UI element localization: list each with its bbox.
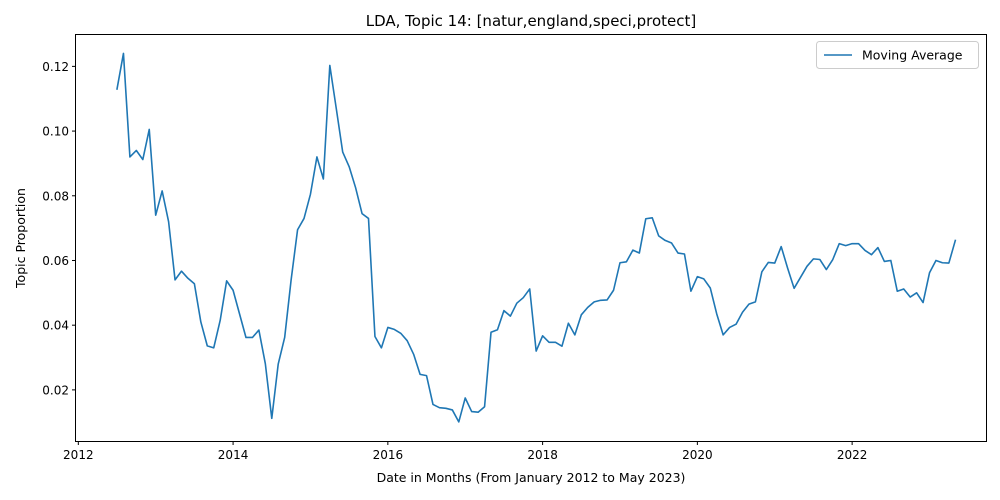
y-tick-label: 0.12 [42,60,69,74]
series-line-moving-average [116,52,957,423]
x-tick-label: 2016 [373,448,404,462]
x-tick-label: 2012 [63,448,94,462]
legend: Moving Average [816,41,979,69]
y-tick-label: 0.10 [42,125,69,139]
legend-box [816,41,979,69]
x-tick-label: 2018 [527,448,558,462]
x-tick-label: 2020 [682,448,713,462]
x-axis-label: Date in Months (From January 2012 to May… [377,470,686,485]
chart-title: LDA, Topic 14: [natur,england,speci,prot… [366,12,697,30]
y-tick-label: 0.08 [42,189,69,203]
y-tick-label: 0.06 [42,254,69,268]
x-tick-label: 2014 [218,448,249,462]
axes-frame [75,34,987,442]
x-tick-label: 2022 [837,448,868,462]
x-axis: 2012 2014 2016 2018 2020 2022 [63,441,867,462]
legend-label-moving-average: Moving Average [862,48,963,63]
y-tick-label: 0.04 [42,319,69,333]
y-axis: 0.02 0.04 0.06 0.08 0.10 0.12 [42,60,76,397]
plot-area [116,52,957,423]
y-tick-label: 0.02 [42,383,69,397]
y-axis-label: Topic Proportion [13,188,28,289]
